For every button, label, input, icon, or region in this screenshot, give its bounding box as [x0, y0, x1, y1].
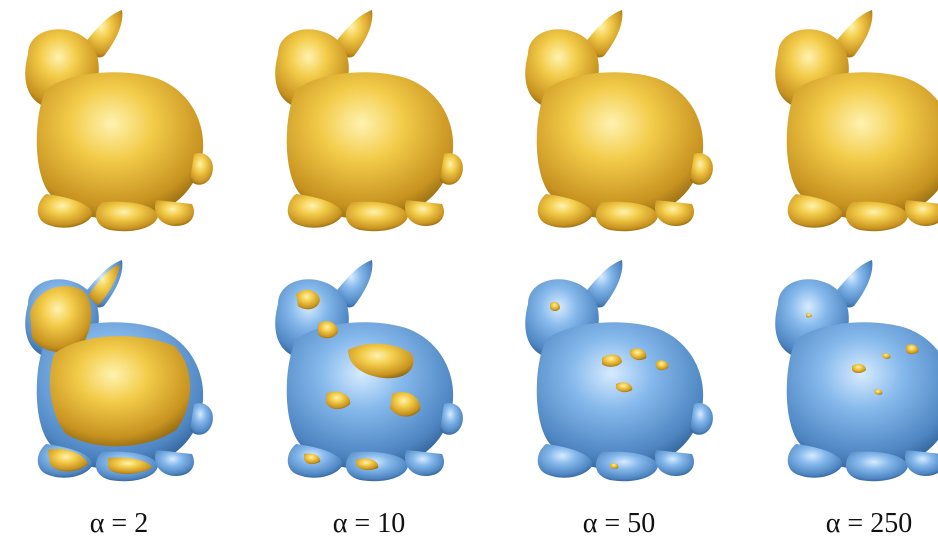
caption-alpha-10: α = 10 — [332, 508, 406, 539]
bunny-gold-alpha-10 — [252, 2, 486, 248]
bunny-gold-alpha-50 — [502, 2, 736, 248]
caption-alpha-250: α = 250 — [825, 508, 913, 539]
bunny-mixed-alpha-2 — [2, 252, 236, 498]
bunny-mixed-alpha-50 — [502, 252, 736, 498]
bunny-grid — [2, 2, 938, 498]
caption-alpha-50: α = 50 — [582, 508, 656, 539]
bunny-mixed-alpha-250 — [752, 252, 938, 498]
caption-alpha-2: α = 2 — [89, 508, 149, 539]
bunny-mixed-alpha-10 — [252, 252, 486, 498]
bunny-gold-alpha-2 — [2, 2, 236, 248]
bunny-gold-alpha-250 — [752, 2, 938, 248]
